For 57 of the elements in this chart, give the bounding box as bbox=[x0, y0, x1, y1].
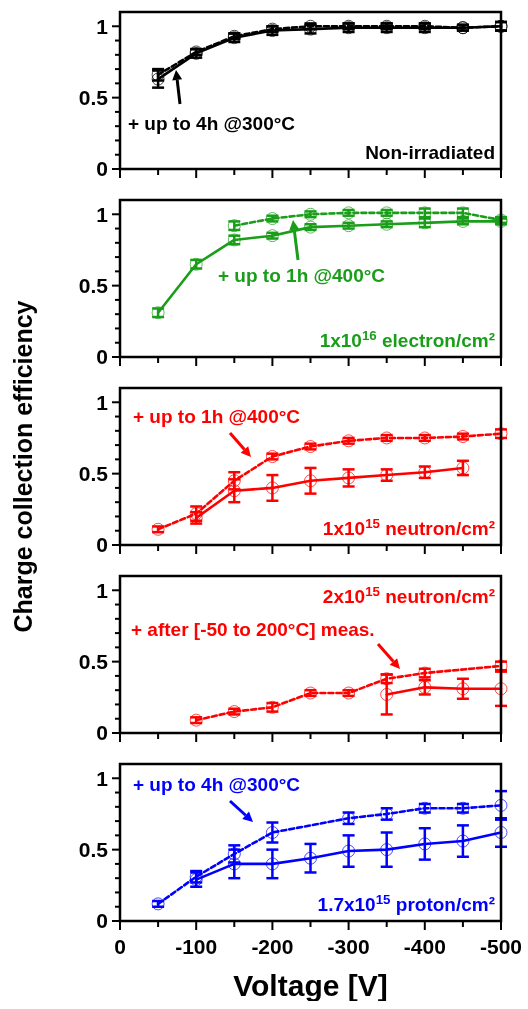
point bbox=[342, 206, 356, 220]
point bbox=[265, 481, 279, 495]
y-tick-label: 1 bbox=[96, 14, 109, 38]
point bbox=[304, 474, 317, 488]
y-tick-label: 0.5 bbox=[78, 461, 109, 485]
annotation: + up to 4h @300°C bbox=[128, 113, 296, 134]
y-tick-label: 0 bbox=[96, 533, 108, 557]
annotation: + up to 1h @400°C bbox=[133, 406, 301, 427]
point bbox=[380, 843, 394, 857]
point bbox=[151, 897, 165, 911]
point bbox=[494, 682, 508, 696]
point bbox=[304, 851, 317, 865]
x-tick-label: -500 bbox=[479, 935, 523, 958]
point bbox=[304, 440, 317, 454]
point bbox=[304, 207, 317, 221]
y-tick-label: 0 bbox=[96, 345, 108, 369]
y-tick-label: 0.5 bbox=[78, 649, 109, 673]
y-tick-label: 0 bbox=[96, 157, 108, 181]
y-tick-label: 1 bbox=[96, 766, 109, 790]
x-tick-label: -200 bbox=[251, 935, 294, 958]
point bbox=[494, 798, 508, 812]
x-tick-label: -300 bbox=[327, 935, 370, 958]
y-tick-label: 0 bbox=[96, 721, 108, 745]
y-tick-label: 0.5 bbox=[78, 85, 109, 109]
point bbox=[265, 826, 279, 840]
y-tick-label: 1 bbox=[96, 390, 109, 414]
point bbox=[380, 687, 394, 701]
y-tick-label: 1 bbox=[96, 202, 109, 226]
point bbox=[227, 484, 241, 498]
annotation: 1x10$^{15}$ neutron/cm² bbox=[322, 515, 495, 539]
annotation: 1.7x10$^{15}$ proton/cm² bbox=[317, 891, 495, 915]
x-tick-label: 0 bbox=[114, 935, 126, 958]
x-tick-label: -100 bbox=[175, 935, 218, 958]
point bbox=[342, 434, 356, 448]
annotation: + after [-50 to 200°C] meas. bbox=[131, 619, 375, 640]
annotation: Non-irradiated bbox=[365, 142, 495, 163]
point bbox=[456, 430, 470, 444]
point bbox=[265, 857, 279, 871]
point bbox=[304, 220, 317, 234]
point bbox=[380, 206, 394, 220]
point bbox=[227, 857, 241, 871]
point bbox=[418, 837, 432, 851]
annotation: + up to 4h @300°C bbox=[133, 774, 301, 795]
annotation: 2x10$^{15}$ neutron/cm² bbox=[322, 583, 495, 607]
point bbox=[494, 826, 508, 840]
annotation: + up to 1h @400°C bbox=[218, 265, 386, 286]
y-axis-title: Charge collection efficiency bbox=[9, 300, 37, 633]
point bbox=[227, 474, 241, 488]
x-tick-label: -400 bbox=[403, 935, 446, 958]
annotation: 1x10$^{16}$ electron/cm² bbox=[319, 327, 495, 351]
y-tick-label: 0.5 bbox=[78, 837, 109, 861]
y-tick-label: 1 bbox=[96, 578, 109, 602]
y-tick-label: 0 bbox=[96, 909, 108, 933]
point bbox=[456, 682, 470, 696]
point bbox=[456, 834, 470, 848]
y-tick-label: 0.5 bbox=[78, 273, 109, 297]
point bbox=[342, 844, 356, 858]
